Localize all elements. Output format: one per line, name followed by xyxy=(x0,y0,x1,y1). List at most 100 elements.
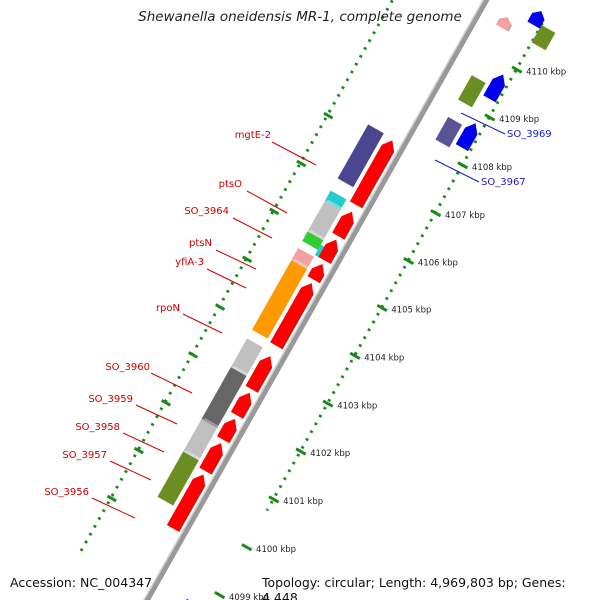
ruler-tick xyxy=(511,65,523,74)
ruler-label: 4099 kbp xyxy=(229,593,269,600)
feature-SO_3957 xyxy=(183,419,218,461)
gene-label-ptso-leader xyxy=(246,190,288,214)
gene-label-so_3964-leader xyxy=(232,217,273,239)
gene-label-so_3967: SO_3967 xyxy=(481,177,526,188)
blue-gene-arrow-2 xyxy=(455,123,478,151)
feature-ptsN-sliver xyxy=(314,244,327,259)
accession-label: Accession: NC_004347 xyxy=(10,575,153,590)
ruler-label: 4101 kbp xyxy=(283,497,323,507)
gene-label-so_3960: SO_3960 xyxy=(105,362,150,373)
feature-rpoN-top xyxy=(291,259,312,269)
forward-cds-arrow-1-edge xyxy=(343,222,355,240)
gene-label-ptsn-leader xyxy=(215,249,257,270)
blue-gene-top-edge xyxy=(539,19,545,29)
ruler-label: 4104 kbp xyxy=(364,354,404,364)
inner-tick xyxy=(133,446,144,455)
forward-cds-arrow-9-edge xyxy=(178,485,206,533)
forward-cds-arrow-8-edge xyxy=(210,454,224,475)
gene-label-so_3956: SO_3956 xyxy=(44,487,89,498)
gene-label-so_3958: SO_3958 xyxy=(75,422,120,433)
feature-SO_3956-top xyxy=(183,450,203,461)
forward-cds-arrow-7-edge xyxy=(228,429,238,444)
inner-tick xyxy=(214,303,226,311)
pink-gene-top-edge xyxy=(507,24,513,32)
forward-cds-arrow-2 xyxy=(318,239,338,264)
forward-cds-arrow-4 xyxy=(270,283,314,350)
genome-backbone xyxy=(144,0,490,600)
feature-SO_3967-top xyxy=(448,115,467,125)
ruler-label: 4102 kbp xyxy=(310,449,350,459)
forward-cds-arrow-4-edge xyxy=(281,294,314,350)
ruler-label: 4106 kbp xyxy=(418,259,458,269)
gene-label-so_3964: SO_3964 xyxy=(184,206,229,217)
feature-SO_3960-top xyxy=(247,337,267,348)
gene-label-so_3959: SO_3959 xyxy=(88,394,133,405)
ruler-tick xyxy=(322,399,334,408)
blue-gene-arrow-1-edge xyxy=(494,85,506,103)
forward-cds-arrow-3-edge xyxy=(319,274,325,284)
forward-cds-arrow-9 xyxy=(166,474,206,532)
inner-tick xyxy=(296,159,307,168)
inner-tick xyxy=(187,351,199,359)
ruler-label: 4103 kbp xyxy=(337,401,377,411)
gene-label-so_3967-leader xyxy=(434,159,480,183)
ruler-label: 4107 kbp xyxy=(445,211,485,221)
gene-label-so_3960-leader xyxy=(150,372,193,394)
feature-top-green xyxy=(531,24,556,51)
genome-backbone-highlight xyxy=(143,0,485,600)
gene-label-ptsn: ptsN xyxy=(189,238,212,249)
gene-label-so_3957: SO_3957 xyxy=(62,450,107,461)
inner-tick xyxy=(242,255,253,263)
feature-SO_3956 xyxy=(157,451,199,506)
inner-tick xyxy=(106,494,117,503)
blue-gene-top xyxy=(527,11,545,29)
feature-top-green-top xyxy=(541,23,560,33)
gene-label-yfia-3: yfiA-3 xyxy=(175,257,204,268)
gene-label-mgte-2: mgtE-2 xyxy=(235,130,271,141)
gene-label-so_3958-leader xyxy=(122,432,165,453)
ruler-label: 4100 kbp xyxy=(256,545,296,555)
gene-label-so_3956-leader xyxy=(91,497,136,519)
ruler-label: 4108 kbp xyxy=(472,163,512,173)
feature-rpoN-marker xyxy=(291,247,314,269)
feature-rpoN-marker-top xyxy=(298,246,319,257)
forward-cds-arrow-1 xyxy=(332,211,354,240)
gene-label-ptso: ptsO xyxy=(219,179,242,190)
feature-mgtE-2-top xyxy=(368,123,388,134)
gene-label-yfia-3-leader xyxy=(206,268,247,289)
feature-mgtE-2 xyxy=(337,124,384,188)
feature-SO_3958-top xyxy=(230,366,251,377)
forward-cds-arrow-7 xyxy=(217,418,237,444)
feature-SO_3964-top xyxy=(324,199,345,210)
forward-cds-arrow-5-edge xyxy=(257,367,273,393)
feature-SO_3964 xyxy=(307,200,341,241)
ruler-tick xyxy=(430,209,442,218)
gene-label-mgte-2-leader xyxy=(271,141,317,166)
forward-cds-arrow-8 xyxy=(199,443,223,475)
inner-tick xyxy=(323,111,334,120)
ruler-label: 4105 kbp xyxy=(391,306,431,316)
feature-SO_3957-top xyxy=(201,418,222,429)
topology-label: Topology: circular; Length: 4,969,803 bp… xyxy=(262,575,566,600)
forward-cds-arrow-0-edge xyxy=(361,151,395,209)
inner-tick xyxy=(269,207,280,216)
forward-cds-arrow-6-edge xyxy=(242,403,252,420)
feature-yfiA-3-top xyxy=(307,230,328,241)
gene-label-so_3969: SO_3969 xyxy=(507,129,552,140)
forward-cds-arrow-5 xyxy=(245,356,273,393)
ruler-dotted-line xyxy=(265,22,544,512)
feature-SO_3958 xyxy=(201,367,247,429)
ruler-tick xyxy=(349,351,361,360)
ruler-label: 4109 kbp xyxy=(499,115,539,125)
ruler-tick xyxy=(403,256,415,265)
ruler-label: 4110 kbp xyxy=(526,67,566,77)
ruler-tick xyxy=(268,495,280,504)
feature-SO_3960 xyxy=(230,338,263,377)
feature-yfiA-3 xyxy=(302,231,324,250)
forward-cds-arrow-3 xyxy=(307,263,325,284)
feature-ptsO xyxy=(324,190,347,210)
map-title: Shewanella oneidensis MR-1, complete gen… xyxy=(138,9,462,25)
blue-gene-arrow-2-edge xyxy=(467,134,478,152)
